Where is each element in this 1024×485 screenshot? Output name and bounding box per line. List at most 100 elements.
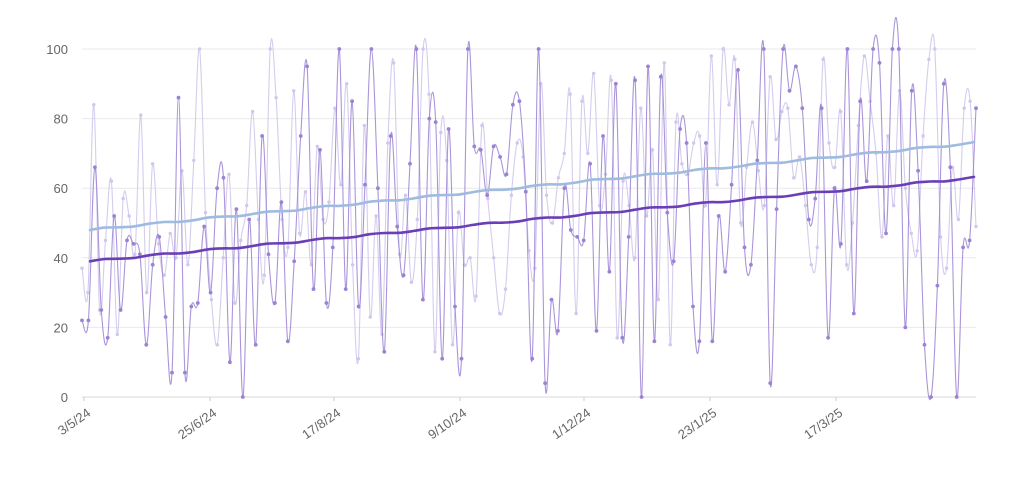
data-point: [615, 336, 619, 340]
data-point: [933, 47, 937, 51]
data-point: [427, 92, 431, 96]
data-point: [668, 343, 672, 347]
data-point: [803, 203, 808, 208]
data-point: [240, 395, 245, 399]
x-tick-label: 23/1/25: [675, 405, 719, 442]
data-point: [176, 95, 181, 100]
data-point: [633, 78, 637, 83]
data-point: [163, 315, 168, 319]
y-tick-label: 80: [54, 112, 68, 127]
data-point: [742, 245, 747, 250]
data-point: [800, 106, 805, 111]
data-point: [266, 252, 271, 257]
x-tick-label: 3/5/24: [55, 405, 93, 438]
data-point: [839, 242, 843, 246]
data-point: [247, 217, 252, 222]
data-point: [550, 221, 555, 225]
data-point: [886, 134, 890, 138]
data-point: [826, 335, 830, 340]
data-point: [99, 308, 104, 312]
data-point: [621, 179, 625, 183]
data-point: [215, 186, 220, 191]
data-point: [456, 210, 461, 215]
data-point: [710, 339, 715, 344]
data-point: [183, 370, 187, 375]
data-point: [954, 395, 959, 399]
data-point: [112, 214, 117, 218]
data-point: [562, 151, 566, 156]
data-point: [530, 356, 535, 361]
data-point: [504, 172, 509, 177]
data-point: [568, 92, 572, 96]
data-point: [157, 235, 162, 239]
data-point: [774, 207, 779, 212]
data-point: [556, 329, 560, 333]
y-tick-label: 100: [46, 42, 68, 57]
data-point: [133, 252, 137, 256]
data-point: [862, 54, 866, 58]
data-point: [727, 103, 731, 107]
data-point: [909, 88, 914, 93]
data-point: [480, 123, 484, 128]
data-point: [253, 342, 258, 347]
data-point: [292, 259, 297, 264]
data-point: [948, 165, 953, 170]
data-point: [327, 200, 331, 204]
data-point: [697, 134, 702, 138]
data-point: [644, 214, 649, 218]
data-point: [544, 193, 549, 197]
data-point: [556, 176, 561, 180]
data-point: [209, 297, 214, 302]
data-point: [832, 186, 837, 191]
data-point: [739, 221, 743, 225]
y-tick-label: 40: [54, 251, 68, 266]
data-point: [474, 294, 478, 298]
grid: [82, 48, 976, 401]
data-point: [80, 318, 84, 323]
data-point: [189, 304, 194, 309]
data-point: [562, 186, 567, 191]
data-point: [652, 339, 657, 344]
data-point: [594, 329, 599, 333]
data-point: [517, 99, 522, 104]
x-axis-labels: 3/5/24 25/6/24 17/8/24 9/10/24 1/12/24 23/1/2…: [55, 405, 845, 442]
data-point: [93, 165, 97, 170]
data-point: [511, 102, 515, 107]
y-axis-labels: 0 20 40 60 80 100: [46, 42, 68, 405]
data-point: [297, 231, 302, 236]
data-point: [303, 190, 308, 194]
data-point: [195, 301, 200, 305]
data-point: [446, 127, 451, 131]
data-point: [274, 96, 278, 100]
data-point: [421, 47, 425, 51]
data-point: [80, 266, 84, 270]
data-point: [245, 203, 249, 208]
data-point: [794, 64, 798, 69]
data-point: [478, 148, 483, 152]
data-point: [839, 109, 843, 114]
data-point: [498, 155, 502, 159]
data-point: [781, 47, 785, 51]
data-point: [921, 134, 925, 138]
data-point: [729, 182, 734, 187]
data-point: [916, 168, 920, 173]
data-point: [440, 356, 445, 361]
data-point: [809, 263, 813, 267]
data-point: [362, 123, 366, 128]
data-point: [974, 224, 978, 229]
data-point: [356, 357, 361, 361]
data-point: [588, 161, 592, 166]
data-point: [339, 183, 343, 187]
data-point: [601, 134, 605, 138]
data-point: [650, 148, 655, 152]
data-point: [956, 217, 961, 222]
data-point: [221, 175, 226, 180]
data-point: [350, 263, 355, 267]
data-point: [386, 141, 390, 145]
data-point: [186, 263, 190, 267]
data-point: [305, 64, 309, 69]
data-point: [105, 335, 110, 340]
data-point: [549, 297, 554, 302]
data-point: [131, 242, 136, 246]
